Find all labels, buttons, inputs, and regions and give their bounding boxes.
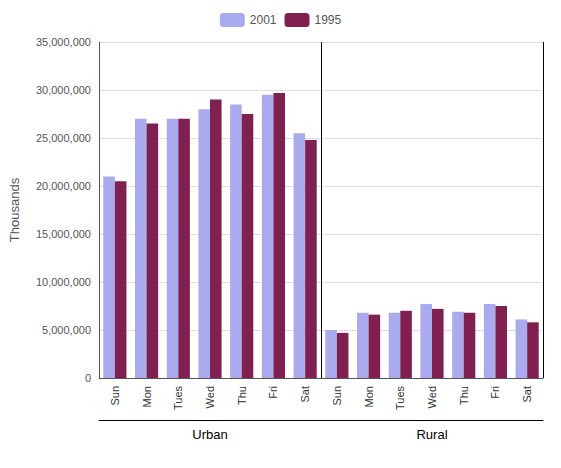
svg-text:Sun: Sun [109,386,121,406]
svg-text:Wed: Wed [426,386,438,408]
svg-text:0: 0 [85,372,91,384]
svg-text:Thousands: Thousands [7,177,22,242]
svg-text:1995: 1995 [315,13,342,27]
svg-text:20,000,000: 20,000,000 [36,180,91,192]
svg-text:Sun: Sun [331,386,343,406]
svg-text:35,000,000: 35,000,000 [36,36,91,48]
svg-text:Fri: Fri [489,386,501,399]
svg-text:15,000,000: 15,000,000 [36,228,91,240]
svg-text:Urban: Urban [192,427,227,442]
svg-text:Sat: Sat [521,386,533,403]
svg-text:10,000,000: 10,000,000 [36,276,91,288]
svg-text:Fri: Fri [267,386,279,399]
svg-text:Mon: Mon [363,386,375,407]
svg-text:Tues: Tues [394,386,406,411]
svg-text:Wed: Wed [204,386,216,408]
svg-text:Thu: Thu [236,386,248,405]
svg-text:2001: 2001 [250,13,277,27]
svg-text:Tues: Tues [172,386,184,411]
svg-text:5,000,000: 5,000,000 [42,324,91,336]
svg-text:Sat: Sat [299,386,311,403]
svg-text:30,000,000: 30,000,000 [36,84,91,96]
svg-text:25,000,000: 25,000,000 [36,132,91,144]
svg-text:Mon: Mon [141,386,153,407]
svg-text:Rural: Rural [416,427,447,442]
svg-text:Thu: Thu [458,386,470,405]
